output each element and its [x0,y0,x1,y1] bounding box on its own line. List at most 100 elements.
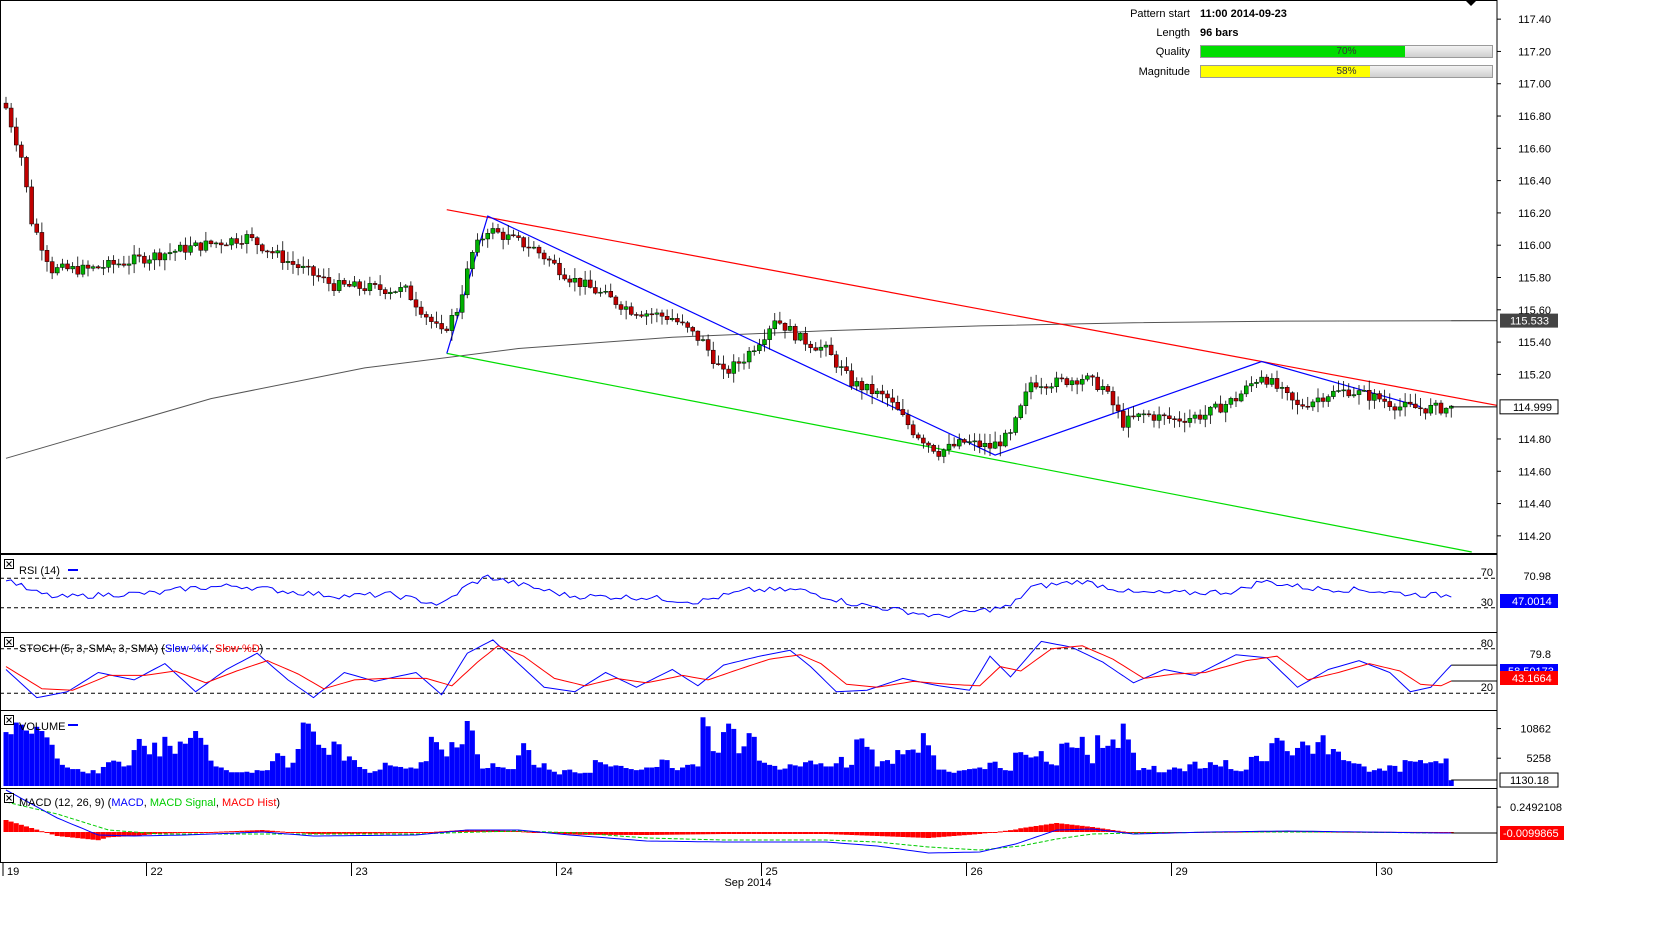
candle [541,249,547,265]
candle-body [1090,375,1095,378]
candle [659,309,665,325]
volume-bar [715,752,721,786]
candle-body [295,264,301,268]
quality-label: Quality [1155,46,1190,58]
candle-body [1361,390,1367,392]
volume-bar [628,769,634,786]
candle-body [29,186,34,225]
macd-hist-bar [475,830,480,832]
macd-hist-bar [270,830,275,832]
macd-hist-bar [557,832,562,834]
volume-bar [1433,761,1439,786]
volume-bar [859,738,865,786]
candle-body [1105,386,1111,392]
candle [1151,411,1157,428]
candle [634,312,639,319]
volume-bar [1049,764,1054,786]
candle-body [424,314,429,318]
candle [741,353,747,370]
candle-body [1269,378,1275,385]
candle-body [967,441,972,443]
candle [342,277,347,288]
candle-body [275,250,280,254]
price-tick-label: 116.80 [1518,111,1551,123]
volume-bar [680,767,685,786]
candle [290,251,296,274]
macd-hist-bar [1038,825,1044,832]
candle-body [219,242,224,246]
macd-hist-bar [372,832,378,834]
candle [1356,384,1362,405]
candle [465,261,470,299]
candle-body [178,244,183,252]
candle-body [398,287,403,292]
candle-body [864,384,870,391]
candle-body [172,250,178,253]
candle [1136,412,1141,421]
macd-hist-bar [234,831,240,832]
candle-body [383,289,388,294]
candle-body [767,328,772,340]
macd-hist-bar [485,830,491,832]
candle [1090,374,1095,386]
macd-hist-bar [926,832,931,838]
candle-body [1100,386,1105,391]
macd-hist-bar [285,832,291,833]
candle-body [1192,414,1198,419]
price-tick-label: 114.60 [1518,466,1551,478]
macd-hist-bar [1043,824,1049,832]
volume-bar [1023,754,1029,786]
candle [1372,389,1377,409]
volume-bar [1289,755,1295,786]
macd-hist-bar [890,832,896,837]
volume-bar [1269,743,1275,786]
volume-bar [372,771,378,786]
volume-bar [792,765,798,786]
volume-bar [1110,739,1116,786]
macd-hist-bar [818,832,824,834]
candle [321,268,326,284]
candle [818,339,824,358]
candle-body [70,266,75,270]
candle [721,355,726,379]
candle-body [490,228,496,234]
candle-body [588,279,593,288]
macd-hist-bar [618,832,624,835]
candle [946,434,952,455]
candle [1351,387,1357,398]
candle-body [977,440,982,447]
volume-bar [1448,780,1454,786]
candle-body [752,350,757,352]
volume-bar [967,769,972,786]
volume-bar [956,770,962,786]
volume-bar [459,744,465,786]
macd-hist-bar [403,832,409,834]
volume-bar [126,765,132,786]
volume-bar [1218,766,1224,786]
quality-bar-fill [1201,46,1405,57]
candle-body [1028,382,1034,393]
candle-body [1203,414,1208,420]
candle-body [844,366,849,371]
candle-body [1223,404,1228,413]
candle [582,270,588,295]
candle [762,329,767,352]
candle [449,308,455,341]
volume-bar [275,753,281,786]
candle-body [413,299,419,308]
macd-hist-bar [1115,830,1121,832]
candle-body [285,261,291,263]
candle-body [265,250,270,253]
candle [1264,374,1269,388]
candle [3,96,9,110]
candle [490,222,496,240]
candle-body [1238,393,1244,402]
sma-price-label: 115.533 [1510,316,1549,328]
candle [403,284,408,293]
volume-bar [1064,742,1070,786]
macd-hist-bar [259,830,265,832]
volume-bar [357,766,363,786]
candle-body [516,235,521,238]
candles [3,96,1454,464]
